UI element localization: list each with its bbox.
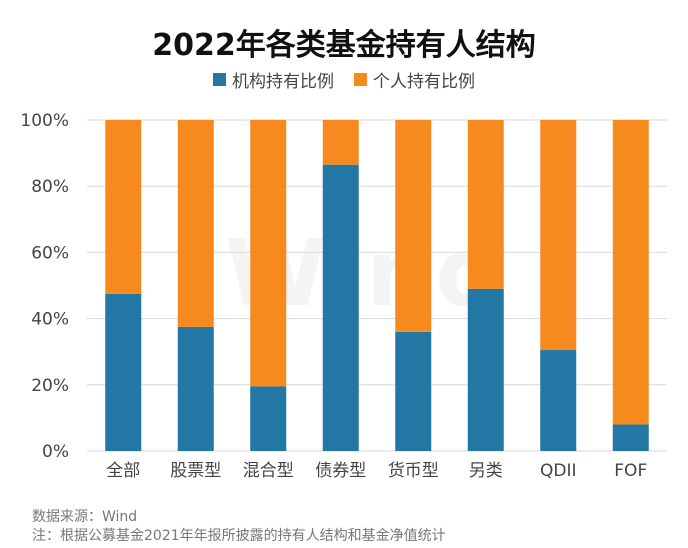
y-tick-label: 80% [31, 177, 69, 197]
bar-individual [322, 120, 359, 165]
bar-institutional [540, 350, 577, 451]
bar-institutional [250, 386, 287, 451]
bar-individual [250, 120, 287, 387]
x-tick-label: FOF [614, 461, 647, 481]
chart-title: 2022年各类基金持有人结构 [152, 28, 536, 63]
bar-individual [395, 120, 432, 332]
bar-individual [612, 120, 649, 425]
bar-individual [105, 120, 142, 294]
bar-institutional [177, 326, 214, 451]
legend: 机构持有比例 个人持有比例 [0, 67, 688, 92]
legend-swatch-individual [354, 73, 367, 86]
bar-institutional [395, 331, 432, 451]
bar-institutional [322, 164, 359, 451]
legend-label-institutional: 机构持有比例 [232, 72, 334, 92]
x-tick-label: QDII [540, 461, 577, 481]
legend-item-institutional: 机构持有比例 [213, 67, 334, 92]
x-tick-label: 货币型 [388, 461, 439, 481]
bar-institutional [105, 293, 142, 451]
bar-individual [177, 120, 214, 327]
bar-individual [467, 120, 504, 289]
y-tick-label: 100% [20, 111, 69, 131]
bar-institutional [612, 424, 649, 451]
y-tick-label: 60% [31, 243, 69, 263]
source-note: 数据来源：Wind [32, 509, 138, 525]
x-tick-label: 债券型 [315, 461, 366, 481]
bar-individual [540, 120, 577, 351]
footnote: 注：根据公募基金2021年年报所披露的持有人结构和基金净值统计 [32, 528, 446, 544]
legend-item-individual: 个人持有比例 [354, 67, 475, 92]
x-tick-label: 混合型 [243, 461, 294, 481]
legend-swatch-institutional [213, 73, 226, 86]
x-tick-label: 另类 [469, 461, 503, 481]
x-tick-label: 全部 [106, 461, 140, 481]
x-tick-label: 股票型 [170, 461, 221, 481]
y-tick-label: 20% [31, 376, 69, 396]
y-tick-label: 0% [42, 442, 69, 462]
y-tick-label: 40% [31, 310, 69, 330]
legend-label-individual: 个人持有比例 [373, 72, 475, 92]
bar-institutional [467, 288, 504, 451]
